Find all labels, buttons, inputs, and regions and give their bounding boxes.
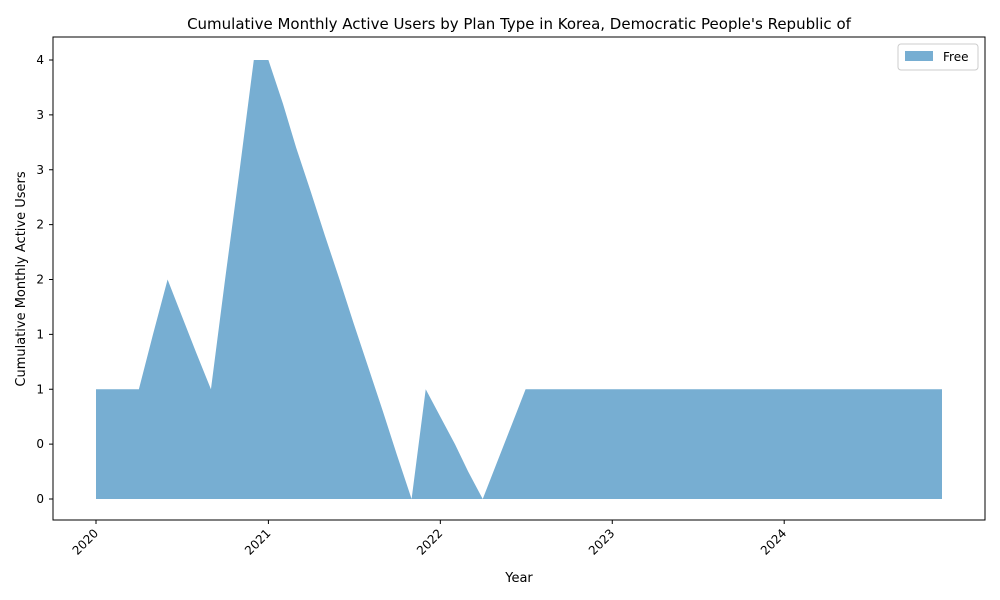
legend-frame <box>897 43 979 71</box>
y-tick-label: 1 <box>36 327 44 341</box>
area-free <box>96 60 942 499</box>
x-tick-label: 2020 <box>70 526 101 557</box>
y-tick-label: 3 <box>36 108 44 122</box>
x-axis: 2020 2021 2022 2023 2024 <box>70 520 789 558</box>
x-tick-label: 2022 <box>414 526 445 557</box>
x-axis-label: Year <box>504 571 533 586</box>
x-tick-label: 2023 <box>586 526 617 557</box>
y-tick-label: 1 <box>36 382 44 396</box>
y-tick-label: 0 <box>36 437 44 451</box>
legend-label-free: Free <box>943 50 968 64</box>
y-axis-label: Cumulative Monthly Active Users <box>14 171 29 386</box>
y-tick-label: 2 <box>36 273 44 287</box>
y-axis: 0 0 1 1 2 2 3 3 4 <box>36 53 53 506</box>
area-series-layer <box>96 60 942 499</box>
y-tick-label: 2 <box>36 218 44 232</box>
y-tick-label: 4 <box>36 53 44 67</box>
x-tick-label: 2021 <box>242 526 273 557</box>
y-tick-label: 0 <box>36 492 44 506</box>
chart-title: Cumulative Monthly Active Users by Plan … <box>187 15 852 33</box>
y-tick-label: 3 <box>36 163 44 177</box>
legend-swatch-free <box>905 51 933 61</box>
x-tick-label: 2024 <box>758 526 789 557</box>
legend: Free <box>897 43 979 71</box>
plot-frame <box>52 36 986 521</box>
